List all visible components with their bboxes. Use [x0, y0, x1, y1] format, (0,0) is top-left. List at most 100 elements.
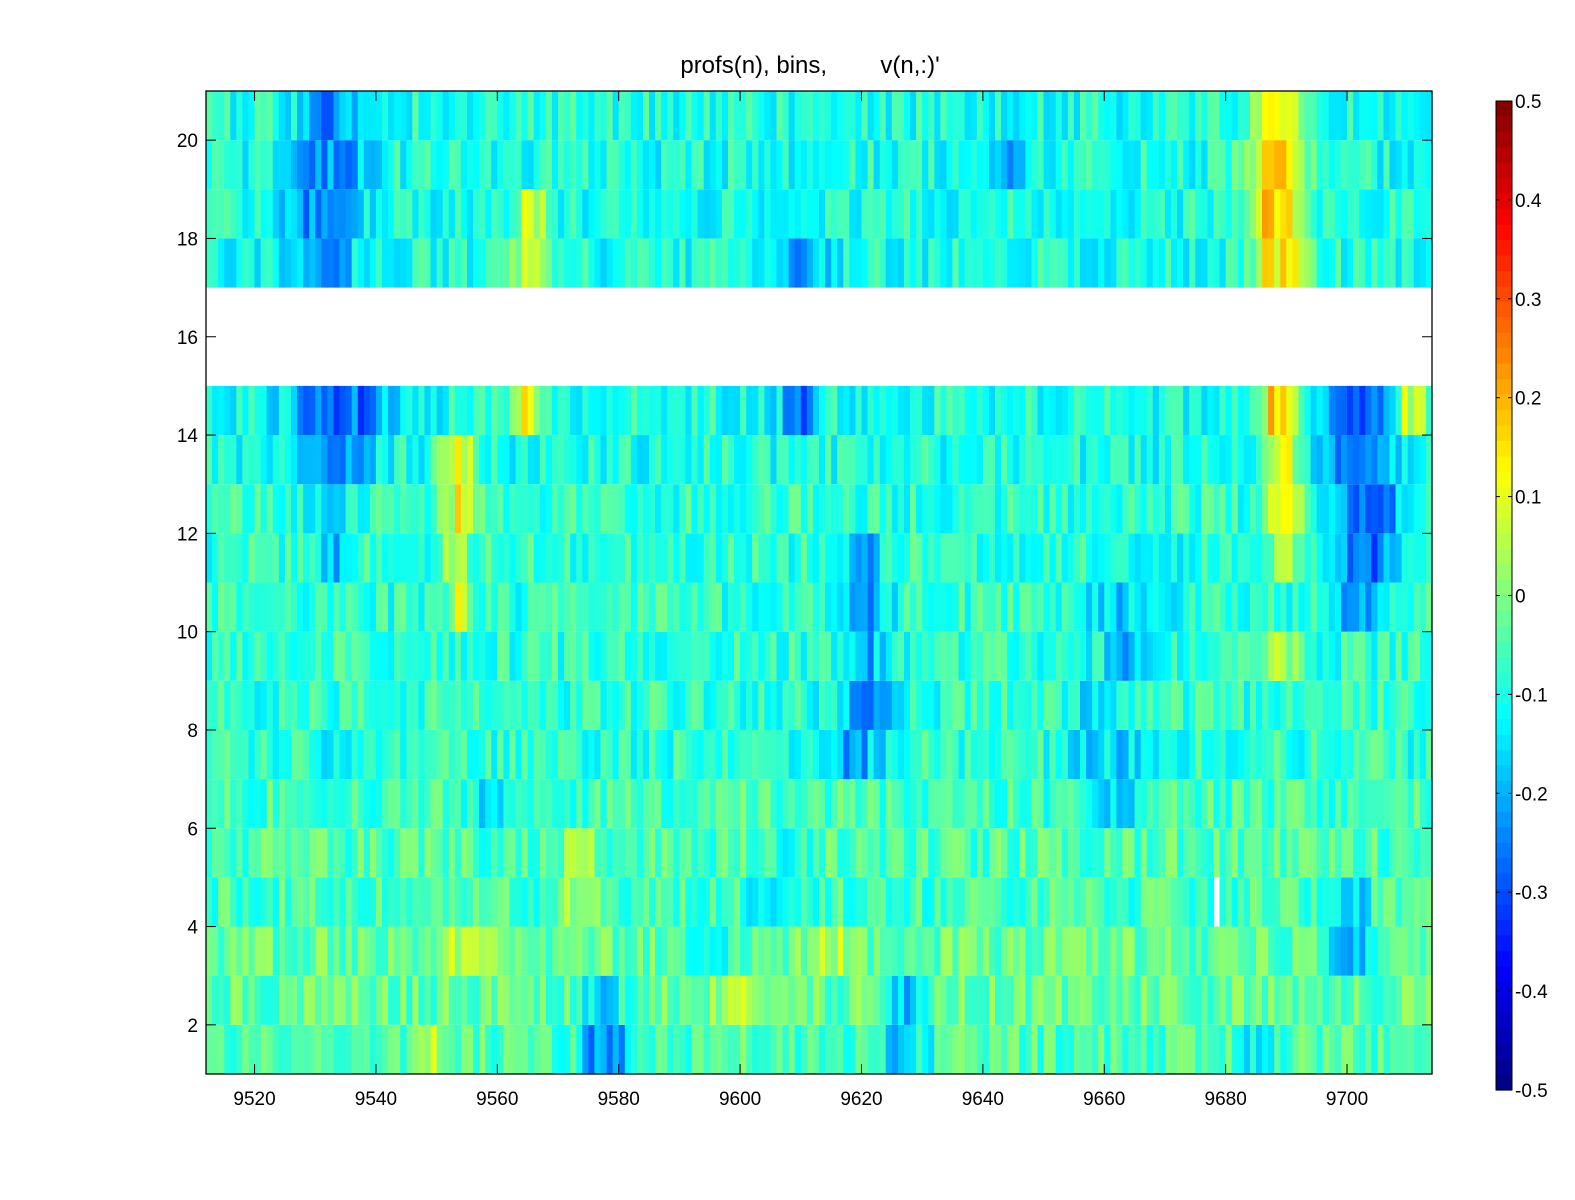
heatmap-cell — [564, 385, 571, 436]
heatmap-cell — [333, 140, 341, 190]
heatmap-cell — [218, 779, 225, 829]
heatmap-cell — [363, 189, 371, 239]
heatmap-cell — [1171, 189, 1178, 239]
heatmap-cell — [782, 189, 790, 239]
heatmap-cell — [727, 926, 735, 976]
heatmap-cell — [1025, 91, 1033, 141]
heatmap-cell — [910, 779, 917, 829]
heatmap-cell — [734, 582, 741, 632]
colorbar-swatch — [1496, 147, 1512, 164]
heatmap-cell — [1055, 779, 1063, 829]
heatmap-cell — [1104, 189, 1111, 239]
heatmap-cell — [618, 582, 626, 632]
heatmap-cell — [1425, 189, 1433, 239]
heatmap-cell — [442, 533, 450, 583]
heatmap-cell — [1231, 975, 1239, 1025]
heatmap-cell — [1231, 680, 1239, 730]
heatmap-cell — [345, 680, 353, 730]
heatmap-cell — [1219, 729, 1227, 780]
heatmap-cell — [964, 1024, 972, 1074]
heatmap-cell — [709, 484, 717, 534]
heatmap-cell — [819, 1024, 826, 1074]
heatmap-cell — [1164, 91, 1172, 141]
heatmap-cell — [309, 631, 316, 681]
heatmap-cell — [734, 385, 741, 436]
heatmap-cell — [321, 729, 328, 780]
heatmap-cell — [485, 91, 492, 141]
heatmap-cell — [831, 680, 838, 730]
heatmap-cell — [1262, 975, 1269, 1025]
heatmap-cell — [1413, 779, 1421, 829]
heatmap-cell — [1389, 1024, 1397, 1074]
heatmap-cell — [1164, 631, 1172, 681]
heatmap-cell — [1249, 729, 1257, 780]
heatmap-cell — [934, 238, 941, 288]
heatmap-cell — [236, 680, 244, 730]
heatmap-cell — [1280, 91, 1287, 141]
heatmap-cell — [1322, 484, 1330, 534]
heatmap-cell — [1031, 189, 1039, 239]
heatmap-cell — [448, 631, 456, 681]
heatmap-cell — [266, 533, 274, 583]
heatmap-cell — [333, 631, 341, 681]
heatmap-cell — [988, 140, 996, 190]
heatmap-cell — [958, 189, 966, 239]
heatmap-cell — [837, 680, 844, 730]
heatmap-cell — [327, 779, 335, 829]
heatmap-cell — [509, 975, 517, 1025]
heatmap-cell — [460, 189, 468, 239]
heatmap-cell — [436, 631, 444, 681]
heatmap-cell — [570, 484, 577, 534]
heatmap-cell — [224, 189, 231, 239]
heatmap-cell — [558, 189, 565, 239]
heatmap-cell — [1298, 91, 1306, 141]
heatmap-cell — [1310, 533, 1318, 583]
heatmap-cell — [806, 1024, 814, 1074]
heatmap-cell — [430, 877, 438, 927]
heatmap-cell — [473, 385, 480, 436]
heatmap-cell — [673, 385, 681, 436]
heatmap-cell — [1213, 582, 1221, 632]
heatmap-cell — [612, 779, 620, 829]
heatmap-cell — [236, 926, 244, 976]
heatmap-cell — [934, 729, 941, 780]
heatmap-cell — [1158, 533, 1166, 583]
heatmap-cell — [1298, 189, 1306, 239]
heatmap-cell — [734, 828, 741, 878]
heatmap-cell — [916, 975, 923, 1025]
heatmap-cell — [454, 238, 462, 288]
heatmap-cell — [1383, 533, 1391, 583]
heatmap-cell — [1092, 828, 1099, 878]
heatmap-cell — [1158, 484, 1166, 534]
heatmap-cell — [345, 1024, 353, 1074]
heatmap-cell — [1322, 828, 1330, 878]
heatmap-cell — [952, 975, 960, 1025]
heatmap-cell — [885, 877, 893, 927]
heatmap-cell — [1079, 729, 1087, 780]
heatmap-cell — [515, 631, 523, 681]
heatmap-cell — [1049, 1024, 1057, 1074]
heatmap-cell — [473, 975, 480, 1025]
heatmap-cell — [242, 631, 250, 681]
heatmap-cell — [242, 680, 250, 730]
heatmap-cell — [297, 385, 304, 436]
heatmap-cell — [327, 484, 335, 534]
heatmap-cell — [697, 631, 705, 681]
heatmap-cell — [849, 435, 857, 485]
heatmap-cell — [752, 926, 759, 976]
heatmap-cell — [564, 729, 571, 780]
heatmap-cell — [212, 828, 219, 878]
heatmap-cell — [236, 631, 244, 681]
heatmap-cell — [727, 582, 735, 632]
heatmap-cell — [570, 1024, 577, 1074]
heatmap-cell — [1140, 189, 1148, 239]
heatmap-cell — [685, 926, 693, 976]
heatmap-cell — [1219, 926, 1227, 976]
heatmap-cell — [230, 975, 237, 1025]
heatmap-cell — [1231, 779, 1239, 829]
heatmap-cell — [618, 877, 626, 927]
heatmap-cell — [1213, 828, 1221, 878]
heatmap-cell — [1249, 926, 1257, 976]
heatmap-cell — [600, 926, 608, 976]
heatmap-cell — [642, 238, 650, 288]
